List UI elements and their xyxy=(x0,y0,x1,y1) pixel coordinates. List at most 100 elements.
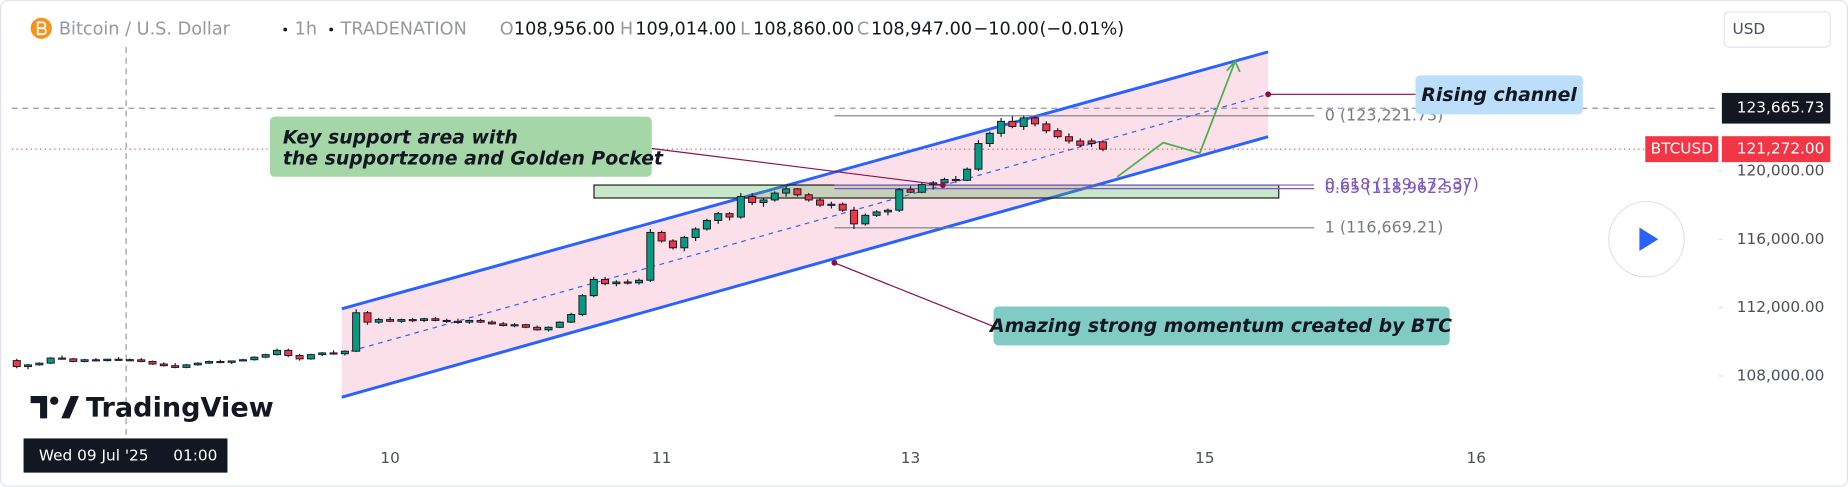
candle-body xyxy=(159,363,168,367)
momentum-note: Amazing strong momentum created by BTC xyxy=(988,316,1452,337)
channel-note-box xyxy=(1415,75,1583,115)
candle-body xyxy=(725,213,734,218)
crosshair-time: 01:00 xyxy=(173,447,217,465)
candle-body xyxy=(306,354,315,360)
currency[interactable]: USD xyxy=(1733,20,1766,38)
candle-body xyxy=(804,194,813,201)
candle-body xyxy=(770,192,779,201)
legend-key: O xyxy=(500,19,514,39)
candle-body xyxy=(465,319,474,323)
candle-body xyxy=(499,323,508,327)
price-axis: 108,000.00 112,000.00 116,000.00 120,000.00… xyxy=(380,92,1831,467)
candle-body xyxy=(748,196,757,203)
candle-body xyxy=(1064,136,1073,142)
candle-body xyxy=(284,349,293,356)
candle-body xyxy=(567,313,576,323)
candle-body xyxy=(227,360,236,363)
last-price-box xyxy=(1721,136,1831,163)
candle-body xyxy=(1042,123,1051,132)
candle-body xyxy=(1076,140,1085,146)
candle-body xyxy=(838,203,847,211)
fib-label: 0.618 (119,172.37) xyxy=(1325,175,1479,194)
fib-label: 0.65 (118,962.59) xyxy=(1325,178,1469,197)
candle-body xyxy=(193,362,202,366)
candle-body xyxy=(997,120,1006,134)
candle-body xyxy=(510,324,519,327)
candle-body xyxy=(80,359,89,362)
fib-label: 1 (116,669.21) xyxy=(1325,217,1444,236)
fib-retracement: 0 (123,221.73) 0.618 (119,172.37)0.65 (11… xyxy=(834,105,1479,236)
candle-body xyxy=(114,358,123,361)
x-tick-label: 10 xyxy=(380,449,399,467)
candle-body xyxy=(386,319,395,322)
candle-body xyxy=(57,357,66,360)
candle-body xyxy=(1008,120,1017,127)
candle-body xyxy=(340,350,349,355)
y-tick-label: 116,000.00 xyxy=(1737,230,1825,248)
candle-body xyxy=(601,278,610,285)
candle-body xyxy=(668,240,677,249)
currency-button[interactable] xyxy=(1723,11,1831,48)
candle-body xyxy=(216,360,225,364)
fib-label: 0 (123,221.73) xyxy=(1325,105,1444,124)
symbol-icon-glyph xyxy=(36,21,47,36)
candle-body xyxy=(589,278,598,297)
candle-body xyxy=(951,178,960,182)
candle-body xyxy=(544,326,553,331)
separator-dot xyxy=(283,27,288,32)
replay-icon[interactable] xyxy=(1639,227,1659,252)
candle-body xyxy=(759,199,768,203)
candle-body xyxy=(816,199,825,206)
candle-body xyxy=(476,319,485,323)
candle-body xyxy=(691,228,700,239)
connector-dot xyxy=(831,259,838,266)
candle-body xyxy=(171,365,180,368)
brand-name: TradingView xyxy=(86,392,274,423)
candle-body xyxy=(917,184,926,193)
candle-body xyxy=(442,319,451,323)
channel-upper xyxy=(341,50,1269,311)
candle-body xyxy=(352,312,361,352)
candle-body xyxy=(702,219,711,230)
candle-body xyxy=(374,319,383,323)
candle-body xyxy=(91,359,100,362)
candle-body xyxy=(272,349,281,356)
candle-body xyxy=(782,188,791,194)
candle-body xyxy=(533,326,542,331)
candle-body xyxy=(1019,117,1028,127)
crosshair-date-box xyxy=(23,438,228,473)
channel-midline xyxy=(341,93,1269,355)
candle-body xyxy=(680,237,689,249)
candle-body xyxy=(521,324,530,328)
support-zone xyxy=(593,184,1280,199)
x-tick-label: 16 xyxy=(1467,449,1486,467)
candle-body xyxy=(487,321,496,325)
candle-body xyxy=(12,360,21,368)
exchange: TRADENATION xyxy=(340,19,467,39)
candle-body xyxy=(985,132,994,145)
candle-body xyxy=(103,358,112,362)
last-price: 121,272.00 xyxy=(1737,140,1825,158)
candle-body xyxy=(295,354,304,360)
candle-body xyxy=(24,364,33,368)
candle-body xyxy=(318,352,327,356)
candle-body xyxy=(239,359,248,362)
legend-key: L xyxy=(740,19,750,39)
candle-body xyxy=(431,318,440,321)
candle-body xyxy=(714,213,723,221)
candle-body xyxy=(35,362,44,366)
candle-body xyxy=(578,295,587,315)
candle-body xyxy=(46,357,55,364)
logo-mark xyxy=(50,396,59,405)
candle-body xyxy=(827,203,836,206)
candle-body xyxy=(849,209,858,225)
candle-body xyxy=(329,352,338,355)
crosshair-price: 123,665.73 xyxy=(1737,99,1825,117)
candle-body xyxy=(182,364,191,368)
projection-path xyxy=(1116,60,1236,178)
candle-body xyxy=(895,189,904,211)
candle-body xyxy=(453,320,463,323)
candle-body xyxy=(646,231,655,281)
candle-body xyxy=(250,356,259,361)
